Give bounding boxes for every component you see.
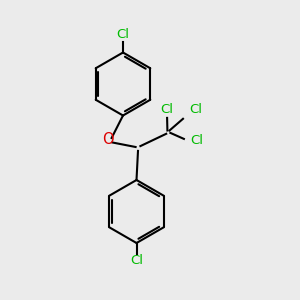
Text: Cl: Cl — [190, 134, 203, 147]
Text: O: O — [102, 132, 114, 147]
Text: Cl: Cl — [130, 254, 143, 267]
Text: Cl: Cl — [160, 103, 173, 116]
Text: Cl: Cl — [189, 103, 202, 116]
Text: Cl: Cl — [116, 28, 130, 41]
